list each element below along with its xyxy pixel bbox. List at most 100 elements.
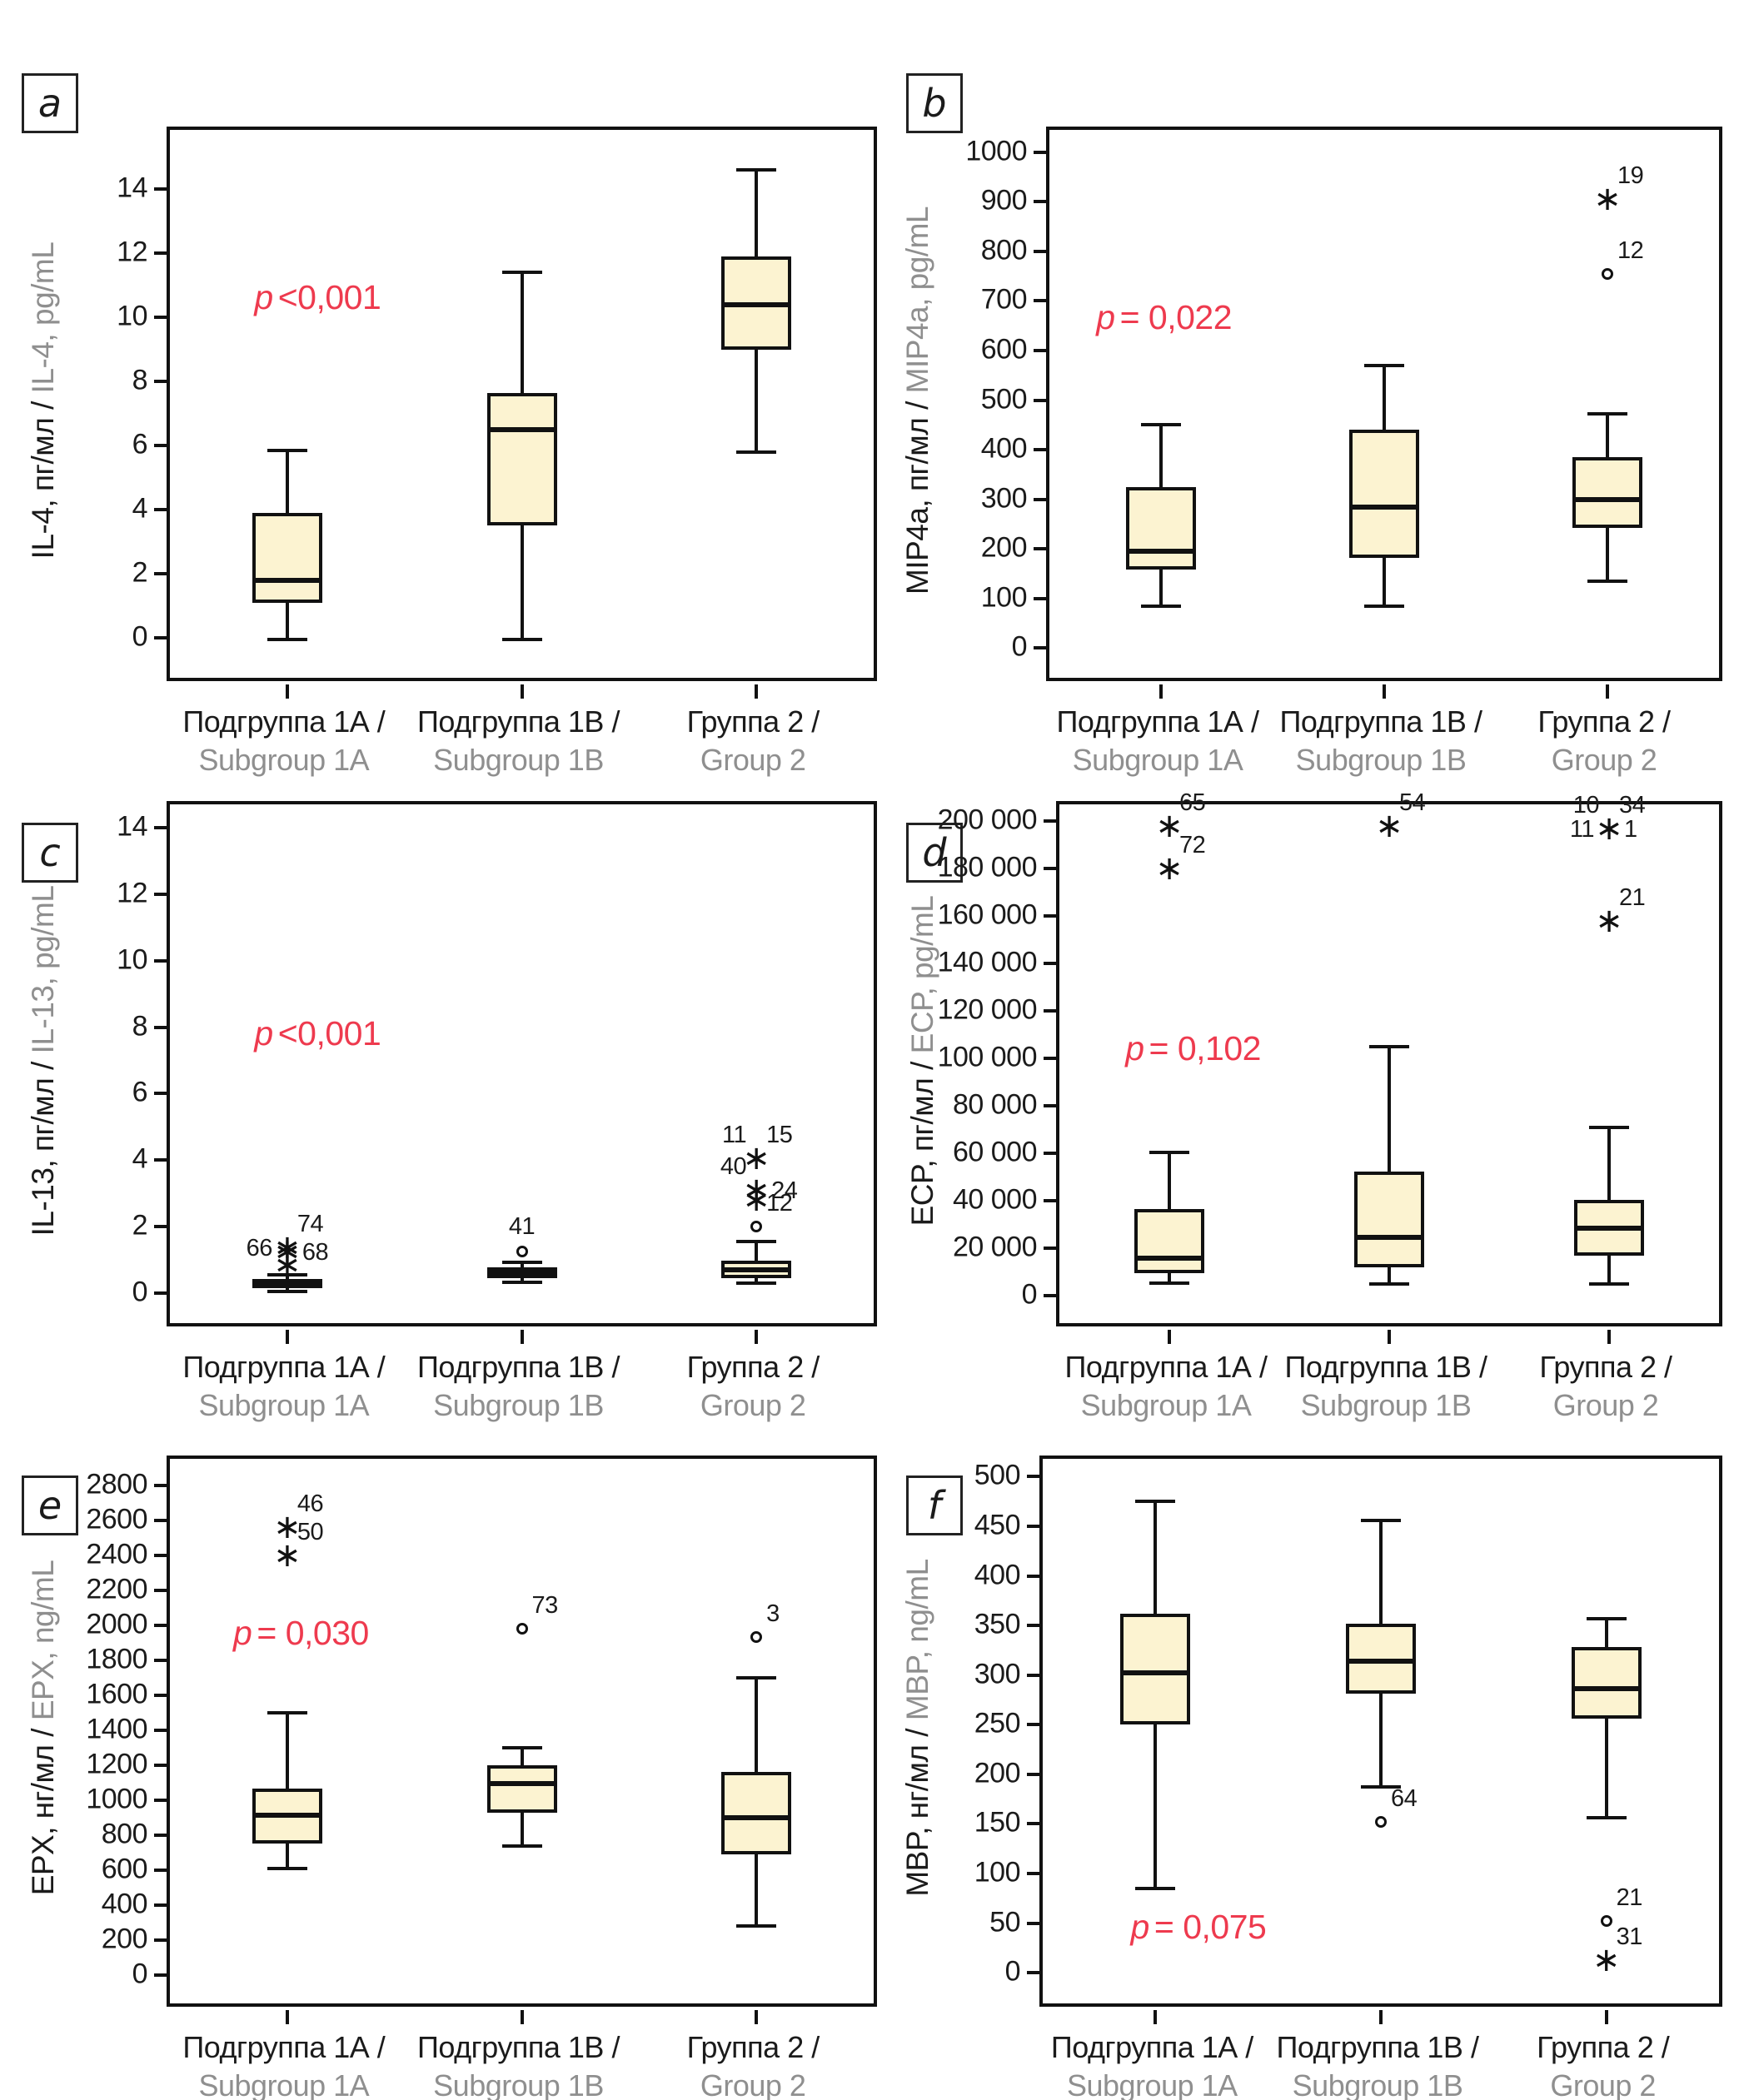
y-tick-label: 40 000 xyxy=(953,1183,1038,1216)
category-label-ru: Подгруппа 1В / xyxy=(1276,2030,1479,2064)
category-label: Группа 2 /Group 2 xyxy=(687,703,820,779)
whisker-cap xyxy=(1369,1044,1409,1048)
y-tick xyxy=(1027,1525,1039,1528)
y-tick xyxy=(1027,1723,1039,1727)
category-label-ru: Подгруппа 1А / xyxy=(1056,704,1259,739)
y-tick-label: 400 xyxy=(974,1559,1021,1591)
category-label: Подгруппа 1А / Subgroup 1A xyxy=(1065,1348,1268,1424)
x-tick xyxy=(1379,2010,1383,2024)
y-tick-label: 80 000 xyxy=(953,1088,1038,1121)
category-label-en: Subgroup 1A xyxy=(1080,1387,1252,1422)
category-label: Подгруппа 1В / Subgroup 1B xyxy=(1280,703,1482,779)
outlier-label: 3 xyxy=(766,1600,780,1628)
category-label-en: Group 2 xyxy=(1552,1387,1659,1422)
x-tick xyxy=(1168,1330,1171,1344)
y-tick-label: 300 xyxy=(980,482,1028,515)
y-axis-label-ru: EPX, нг/мл / xyxy=(26,1720,60,1896)
y-tick-label: 450 xyxy=(974,1509,1021,1541)
y-tick xyxy=(154,1693,167,1697)
y-tick xyxy=(154,1973,167,1978)
p-value-label: p <0,001 xyxy=(254,278,381,317)
category-label-ru: Подгруппа 1В / xyxy=(1279,704,1482,739)
y-tick-label: 50 xyxy=(989,1906,1020,1938)
y-tick-label: 200 000 xyxy=(937,804,1038,836)
y-tick-label: 8 xyxy=(132,364,148,396)
x-tick xyxy=(1606,684,1609,699)
whisker-cap xyxy=(267,448,307,452)
y-tick-label: 700 xyxy=(980,284,1028,316)
category-label-ru: Группа 2 / xyxy=(686,2030,820,2064)
y-tick-label: 2800 xyxy=(86,1468,147,1500)
y-tick xyxy=(1034,398,1046,402)
y-tick-label: 200 xyxy=(101,1923,148,1956)
outlier-label: 34 xyxy=(1619,791,1646,819)
y-tick-label: 900 xyxy=(980,185,1028,217)
whisker-cap xyxy=(1589,1125,1629,1129)
y-tick-label: 100 000 xyxy=(937,1041,1038,1073)
y-tick-label: 20 000 xyxy=(953,1231,1038,1263)
y-axis-label: IL-13, пг/мл / IL-13, pg/mL xyxy=(26,885,61,1236)
box xyxy=(1354,1171,1424,1267)
y-tick xyxy=(154,1799,167,1803)
y-axis-label-en: MBP, ng/mL xyxy=(900,1559,934,1721)
outlier-label: 31 xyxy=(1616,1923,1643,1950)
y-tick-label: 1000 xyxy=(965,135,1027,167)
x-tick xyxy=(1154,2010,1158,2024)
y-tick xyxy=(1027,1574,1039,1578)
box xyxy=(486,392,557,526)
whisker-cap xyxy=(1149,1150,1189,1154)
y-axis-label-en: IL-4, pg/mL xyxy=(26,241,60,394)
outlier-marker-circle xyxy=(1375,1816,1387,1828)
median-line xyxy=(486,1270,557,1276)
y-tick xyxy=(1044,1009,1056,1013)
median-line xyxy=(486,1781,557,1787)
y-tick xyxy=(154,1834,167,1838)
category-label-en: Subgroup 1B xyxy=(1295,742,1467,777)
y-axis-label-en: IL-13, pg/mL xyxy=(26,885,60,1053)
y-tick-label: 2 xyxy=(132,1209,148,1242)
category-label-en: Subgroup 1A xyxy=(198,1387,370,1422)
panel-a: a IL-4, пг/мл / IL-4, pg/mL 0 2 4 6 8 10 12 14 p <0… xyxy=(0,0,877,783)
y-axis-label-en: ECP, pg/mL xyxy=(905,895,939,1053)
y-tick xyxy=(1027,1673,1039,1677)
y-tick-label: 2 xyxy=(132,556,148,589)
y-axis-label: IL-4, пг/мл / IL-4, pg/mL xyxy=(26,242,61,560)
outlier-label: 46 xyxy=(296,1490,324,1517)
median-line xyxy=(721,1815,792,1821)
box xyxy=(1572,457,1642,529)
panel-letter: c xyxy=(22,823,78,883)
whisker-line xyxy=(1388,1046,1391,1284)
whisker-cap xyxy=(1589,1281,1629,1286)
category-label: Группа 2 /Group 2 xyxy=(687,1348,820,1424)
outlier-label: 68 xyxy=(301,1238,329,1266)
outlier-label: 15 xyxy=(766,1122,793,1149)
x-tick xyxy=(755,1330,759,1344)
y-tick-label: 8 xyxy=(132,1010,148,1043)
outlier-marker-star: ∗ xyxy=(273,1508,301,1546)
outlier-marker-star: ∗ xyxy=(1155,806,1183,845)
category-label-ru: Группа 2 / xyxy=(1539,1350,1672,1384)
category-label-ru: Подгруппа 1А / xyxy=(1050,2030,1253,2064)
y-tick xyxy=(1044,819,1056,823)
y-tick xyxy=(1044,1057,1056,1061)
y-axis-label: ECP, пг/мл / ECP, pg/mL xyxy=(905,895,940,1226)
category-label-ru: Подгруппа 1В / xyxy=(1284,1350,1487,1384)
outlier-label: 65 xyxy=(1179,789,1206,816)
whisker-cap xyxy=(1141,604,1181,608)
y-tick xyxy=(154,1025,167,1029)
median-line xyxy=(1571,1686,1642,1692)
median-line xyxy=(1126,548,1196,554)
outlier-marker-star: ∗ xyxy=(273,1228,301,1267)
outlier-label: 11 xyxy=(1569,815,1595,843)
p-value-label: p <0,001 xyxy=(254,1014,381,1053)
y-tick xyxy=(154,1903,167,1908)
y-tick-label: 100 xyxy=(974,1856,1021,1889)
x-tick xyxy=(1383,684,1386,699)
box xyxy=(1349,430,1419,558)
outlier-label: 21 xyxy=(1616,1884,1643,1912)
category-label-en: Subgroup 1B xyxy=(433,742,604,777)
outlier-marker-star: ∗ xyxy=(742,1181,770,1220)
outlier-label: 21 xyxy=(1619,883,1646,911)
category-label-ru: Подгруппа 1А / xyxy=(182,2030,386,2064)
y-tick-label: 0 xyxy=(1011,630,1028,663)
